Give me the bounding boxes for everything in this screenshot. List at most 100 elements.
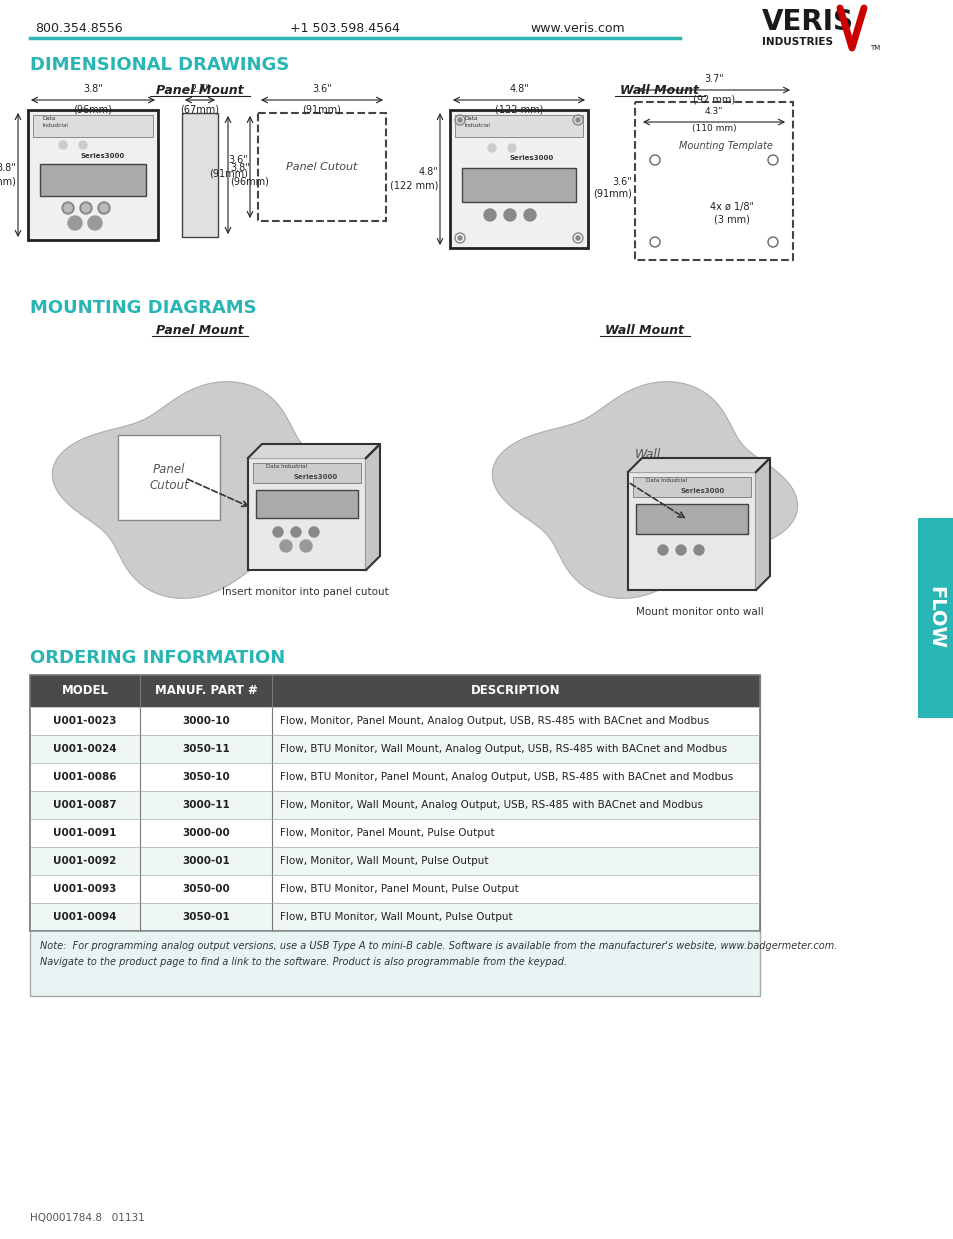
Text: Data Industrial: Data Industrial [645,478,686,483]
Text: Wall Mount: Wall Mount [619,83,699,97]
Circle shape [676,545,685,555]
Polygon shape [627,458,769,472]
Bar [30,675,760,930]
Text: Data Industrial: Data Industrial [266,463,307,470]
Text: DIMENSIONAL DRAWINGS: DIMENSIONAL DRAWINGS [30,56,289,74]
Text: (122 mm): (122 mm) [495,104,542,114]
Text: Data: Data [43,116,56,121]
Text: U001-0094: U001-0094 [53,912,116,922]
Bar [917,518,953,717]
Bar [30,707,760,735]
Bar [182,113,218,237]
Text: 2.7": 2.7" [190,84,210,94]
Circle shape [79,141,87,149]
Text: (96mm): (96mm) [73,104,112,114]
Bar [635,102,792,260]
Circle shape [291,527,301,536]
Circle shape [483,209,496,221]
Bar [30,675,760,707]
Text: 3.7": 3.7" [703,74,723,84]
Polygon shape [755,458,769,590]
Bar [455,115,582,138]
Text: 3.8": 3.8" [0,164,16,173]
Text: U001-0086: U001-0086 [53,772,116,782]
Text: 3000-01: 3000-01 [182,856,230,866]
Bar [28,110,158,240]
Text: Flow, Monitor, Wall Mount, Analog Output, USB, RS-485 with BACnet and Modbus: Flow, Monitor, Wall Mount, Analog Output… [280,800,702,810]
Text: 3050-01: 3050-01 [182,912,230,922]
Text: U001-0092: U001-0092 [53,856,116,866]
Bar [30,903,760,930]
Text: Cutout: Cutout [149,479,189,492]
Circle shape [457,235,461,240]
Text: INDUSTRIES: INDUSTRIES [761,37,832,47]
Text: Panel Mount: Panel Mount [156,323,244,337]
Bar [40,164,146,196]
Circle shape [64,204,71,212]
Circle shape [68,216,82,230]
Text: Flow, BTU Monitor, Panel Mount, Analog Output, USB, RS-485 with BACnet and Modbu: Flow, BTU Monitor, Panel Mount, Analog O… [280,772,733,782]
Text: 3000-11: 3000-11 [182,800,230,810]
Text: Flow, BTU Monitor, Panel Mount, Pulse Output: Flow, BTU Monitor, Panel Mount, Pulse Ou… [280,883,518,895]
Bar [30,675,760,996]
Bar [636,504,747,534]
Text: Industrial: Industrial [464,123,491,128]
Text: (3 mm): (3 mm) [713,214,749,224]
Circle shape [503,209,516,221]
Text: MOUNTING DIAGRAMS: MOUNTING DIAGRAMS [30,299,256,317]
Text: 3050-00: 3050-00 [182,883,230,895]
Bar [461,169,576,202]
Text: 3050-11: 3050-11 [182,743,230,755]
Bar [248,458,366,570]
Text: (110 mm): (110 mm) [691,124,736,133]
Text: 4.3": 4.3" [704,107,722,116]
Text: Flow, Monitor, Wall Mount, Pulse Output: Flow, Monitor, Wall Mount, Pulse Output [280,856,488,866]
Text: Data: Data [464,116,477,121]
Text: 3.6": 3.6" [612,177,631,187]
Text: Insert monitor into panel cutout: Insert monitor into panel cutout [221,587,388,597]
Bar [633,477,750,497]
Text: Note:  For programming analog output versions, use a USB Type A to mini-B cable.: Note: For programming analog output vers… [40,940,837,952]
Text: Mounting Template: Mounting Template [679,141,772,151]
Bar [627,472,755,590]
Text: Wall Mount: Wall Mount [605,323,684,337]
Text: 800.354.8556: 800.354.8556 [35,21,123,35]
Text: Series3000: Series3000 [509,155,554,161]
Circle shape [576,235,579,240]
Circle shape [82,204,90,212]
Text: Panel: Panel [152,463,185,476]
Circle shape [299,540,312,553]
Bar [253,463,360,483]
Text: HQ0001784.8   01131: HQ0001784.8 01131 [30,1213,145,1223]
Text: Flow, Monitor, Panel Mount, Pulse Output: Flow, Monitor, Panel Mount, Pulse Output [280,828,494,838]
Polygon shape [248,444,379,458]
Text: ORDERING INFORMATION: ORDERING INFORMATION [30,649,285,667]
Text: (92 mm): (92 mm) [692,94,735,104]
Text: 4x ø 1/8": 4x ø 1/8" [709,202,753,212]
Text: 3000-00: 3000-00 [182,828,230,838]
Circle shape [100,204,108,212]
Text: MANUF. PART #: MANUF. PART # [154,684,257,698]
Bar [257,113,386,221]
Circle shape [280,540,292,553]
Circle shape [658,545,667,555]
Text: Panel Cutout: Panel Cutout [286,162,357,172]
Circle shape [98,202,110,214]
Circle shape [488,144,496,152]
Text: 3050-10: 3050-10 [182,772,230,782]
Text: U001-0091: U001-0091 [53,828,116,838]
Text: 4.8": 4.8" [417,167,437,177]
Text: Mount monitor onto wall: Mount monitor onto wall [636,607,763,617]
Bar [450,110,587,248]
Text: 3.8": 3.8" [230,164,250,173]
Text: FLOW: FLOW [925,586,944,649]
Text: 3.6": 3.6" [228,155,248,165]
Bar [30,763,760,790]
Text: Wall: Wall [634,449,660,461]
Text: (96mm): (96mm) [0,177,16,187]
Text: (122 mm): (122 mm) [389,181,437,191]
Text: Navigate to the product page to find a link to the software. Product is also pro: Navigate to the product page to find a l… [40,957,566,966]
Text: U001-0087: U001-0087 [53,800,116,810]
Text: Series3000: Series3000 [294,475,337,479]
Polygon shape [52,382,357,598]
